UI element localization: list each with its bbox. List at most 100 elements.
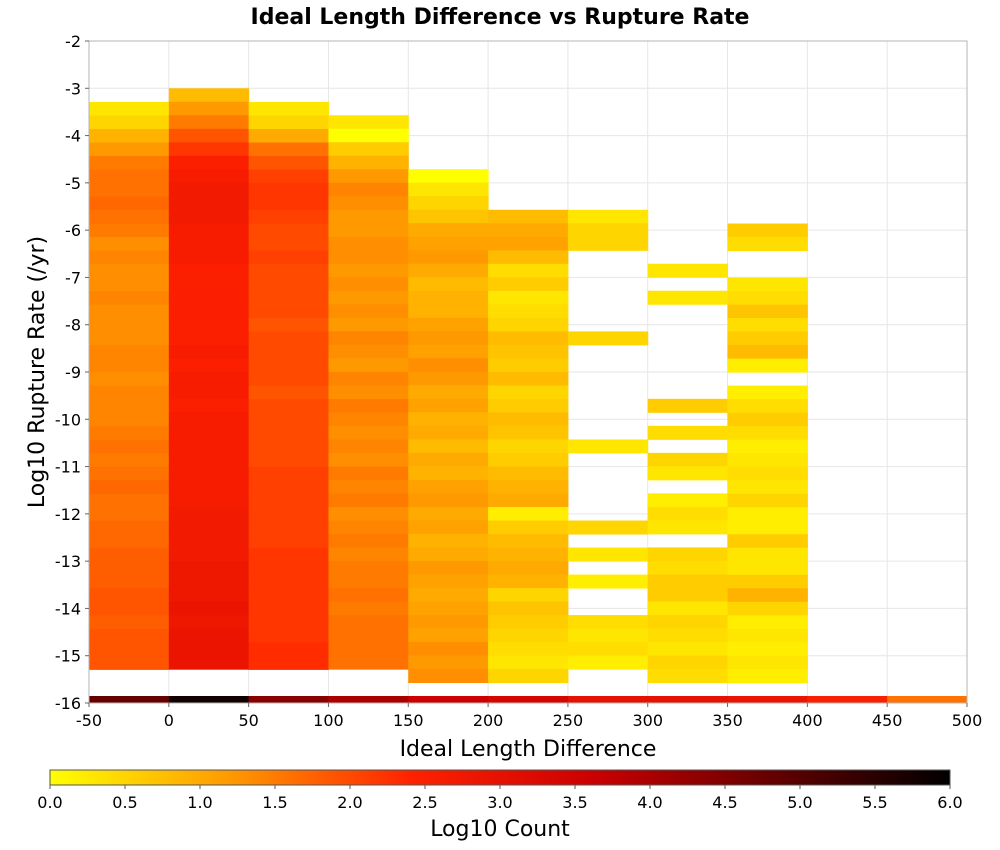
heatmap-cell	[168, 331, 250, 346]
heatmap-cell	[328, 398, 409, 413]
heatmap-cell	[89, 291, 170, 306]
heatmap-cell	[168, 453, 250, 468]
heatmap-cell	[89, 156, 170, 171]
y-axis-label: Log10 Rupture Rate (/yr)	[25, 236, 50, 508]
heatmap-cell	[168, 412, 250, 427]
heatmap-cell	[647, 493, 729, 508]
colorbar-tick-label: 0.0	[37, 793, 62, 812]
heatmap-cell	[647, 587, 729, 602]
heatmap-cell	[727, 669, 808, 684]
heatmap-cell	[168, 142, 250, 157]
heatmap-cell	[647, 628, 729, 643]
heatmap-cell	[89, 277, 170, 292]
heatmap-cell	[727, 561, 808, 576]
heatmap-cell	[248, 520, 329, 535]
colorbar	[49, 769, 951, 786]
heatmap-cell	[89, 480, 170, 495]
heatmap-cell	[248, 250, 329, 265]
colorbar-tick-label: 2.5	[412, 793, 437, 812]
heatmap-cell	[328, 209, 409, 224]
colorbar-tick-label: 4.5	[712, 793, 737, 812]
heatmap-cell	[168, 223, 250, 238]
y-tick-label: -12	[55, 505, 81, 524]
heatmap-cell	[647, 290, 729, 305]
heatmap-cell	[567, 655, 649, 670]
heatmap-cell	[408, 277, 489, 292]
heatmap-cell	[727, 223, 808, 238]
heatmap-cell	[168, 480, 250, 495]
heatmap-cell	[408, 331, 489, 346]
colorbar-tick-label: 6.0	[937, 793, 962, 812]
heatmap-cell	[647, 655, 729, 670]
colorbar-tick-label: 1.5	[262, 793, 287, 812]
heatmap-cell	[647, 425, 729, 440]
heatmap-cell	[89, 318, 170, 333]
heatmap-cell	[488, 425, 569, 440]
heatmap-cell	[488, 358, 569, 373]
heatmap-cell	[168, 344, 250, 359]
heatmap-cell	[408, 439, 489, 454]
heatmap-cell	[727, 237, 808, 252]
heatmap-cell	[328, 412, 409, 427]
x-tick-label: 0	[164, 711, 174, 730]
heatmap-cell	[408, 493, 489, 508]
heatmap-cell	[89, 507, 170, 522]
chart-title: Ideal Length Difference vs Rupture Rate	[251, 5, 750, 30]
heatmap-cell	[647, 614, 729, 629]
heatmap-cell	[488, 304, 569, 319]
x-tick-label: 250	[553, 711, 584, 730]
heatmap-cell	[168, 534, 250, 549]
y-tick-label: -15	[55, 647, 81, 666]
heatmap-cell	[89, 439, 170, 454]
heatmap-cell	[248, 412, 329, 427]
heatmap-cell	[488, 561, 569, 576]
heatmap-cell	[727, 304, 808, 319]
heatmap-cell	[89, 534, 170, 549]
heatmap-cell	[567, 223, 649, 238]
heatmap-cell	[647, 263, 729, 278]
heatmap-cell	[727, 628, 808, 643]
heatmap-cell	[567, 209, 649, 224]
heatmap-cell	[168, 628, 250, 643]
y-tick-label: -3	[65, 79, 81, 98]
x-axis-label: Ideal Length Difference	[400, 737, 657, 762]
heatmap-cell	[248, 574, 329, 589]
heatmap-cell	[328, 182, 409, 197]
heatmap-cell	[168, 601, 250, 616]
heatmap-cell	[488, 615, 569, 630]
heatmap-cell	[328, 142, 409, 157]
y-tick-label: -13	[55, 552, 81, 571]
heatmap-cell	[89, 588, 170, 603]
heatmap-cell	[248, 223, 329, 238]
heatmap-cell	[89, 183, 170, 198]
heatmap-cell	[168, 317, 250, 332]
heatmap-cell	[248, 101, 329, 117]
y-tick-label: -5	[65, 174, 81, 193]
heatmap-cell	[727, 696, 808, 703]
x-tick-label: 100	[313, 711, 344, 730]
heatmap-cell	[89, 385, 170, 400]
heatmap-cell	[328, 561, 409, 576]
heatmap-cell	[647, 398, 729, 413]
heatmap-cell	[488, 344, 569, 359]
heatmap-cell	[248, 439, 329, 454]
heatmap-cell	[727, 277, 808, 292]
heatmap-cell	[807, 696, 888, 703]
colorbar-tick-label: 2.0	[337, 793, 362, 812]
heatmap-cell	[328, 277, 409, 292]
heatmap-cell	[567, 520, 649, 535]
y-tick-label: -16	[55, 694, 81, 713]
heatmap-cell	[488, 520, 569, 535]
heatmap-cell	[488, 574, 569, 589]
heatmap-cell	[328, 439, 409, 454]
heatmap-cell	[328, 263, 409, 278]
heatmap-cell	[89, 696, 170, 703]
heatmap-cell	[89, 358, 170, 373]
heatmap-cell	[168, 696, 250, 703]
heatmap-cell	[168, 574, 250, 589]
heatmap-cell	[488, 223, 569, 238]
heatmap-cell	[488, 628, 569, 643]
heatmap-cell	[328, 223, 409, 238]
heatmap-cell	[488, 452, 569, 467]
